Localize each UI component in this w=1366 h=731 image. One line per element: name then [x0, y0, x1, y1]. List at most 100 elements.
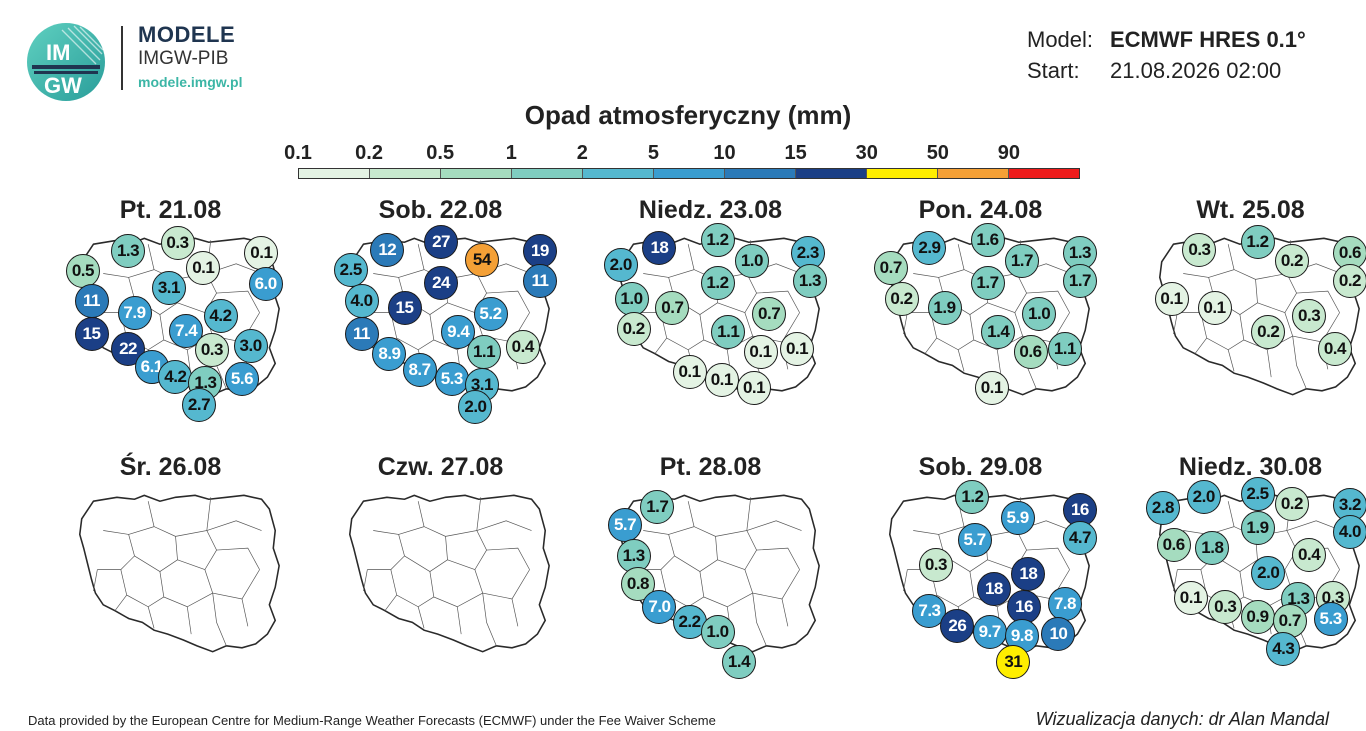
region-border: [1227, 244, 1235, 270]
precip-marker: 1.8: [1195, 531, 1230, 566]
model-row: Model: ECMWF HRES 0.1°: [1027, 27, 1306, 53]
precip-marker: 2.5: [333, 252, 368, 287]
precip-marker: 3.1: [151, 270, 186, 305]
precip-marker: 2.0: [603, 247, 638, 282]
legend-tick-label: 50: [926, 142, 949, 164]
precip-marker: 0.3: [1208, 590, 1243, 625]
legend-color-bar: [298, 168, 1080, 179]
precip-marker: 0.2: [1332, 264, 1366, 299]
region-border: [903, 312, 908, 335]
precip-marker: 22: [111, 331, 146, 366]
legend-tick-label: 30: [855, 142, 878, 164]
precip-marker: 1.0: [1022, 297, 1057, 332]
precip-marker: 0.2: [884, 282, 919, 317]
panel-date-title: Pt. 21.08: [119, 196, 222, 224]
legend-title: Opad atmosferyczny (mm): [524, 100, 852, 130]
precip-marker: 1.0: [700, 615, 735, 650]
legend-color-segment: [796, 169, 867, 178]
precip-marker: 0.1: [672, 354, 707, 389]
precip-marker: 2.5: [1240, 476, 1275, 511]
precip-marker: 3.0: [233, 328, 268, 363]
legend-color-segment: [512, 169, 583, 178]
precip-marker: 0.4: [1317, 331, 1352, 366]
precip-marker: 1.7: [1004, 244, 1039, 279]
brand-divider: [121, 26, 123, 90]
precip-marker: 15: [387, 290, 422, 325]
legend-tick-label: 10: [713, 142, 736, 164]
region-border: [417, 606, 425, 629]
precip-marker: 0.6: [1013, 335, 1048, 370]
region-border: [93, 569, 98, 592]
precip-marker: 0.4: [1292, 537, 1327, 572]
precip-marker: 1.6: [970, 222, 1005, 257]
precip-marker: 1.4: [722, 644, 756, 679]
start-row: Start: 21.08.2026 02:00: [1027, 58, 1281, 84]
precip-marker: 0.7: [873, 250, 908, 285]
region-border: [756, 547, 800, 570]
precip-marker: 2.0: [458, 389, 493, 424]
country-outline: [348, 494, 550, 653]
precip-marker: 0.1: [244, 236, 279, 271]
panel-date-title: Niedz. 23.08: [638, 196, 783, 224]
region-border: [1227, 501, 1235, 527]
forecast-panel: Niedz. 30.08 2.0 2.5 3.2 2.8 0.2 4.0 1.9 0.6 1.8 0…: [1114, 453, 1366, 711]
precip-marker: 1.9: [1240, 511, 1275, 546]
legend-tick-label: 15: [784, 142, 807, 164]
region-border: [486, 547, 530, 570]
precip-marker: 27: [424, 224, 459, 259]
precip-marker: 0.1: [1154, 282, 1189, 317]
precip-marker: 5.7: [608, 507, 643, 542]
precip-marker: 5.3: [1313, 602, 1348, 636]
region-border: [474, 569, 530, 600]
region-border: [216, 290, 260, 313]
precip-marker: 0.4: [505, 330, 540, 365]
precip-marker: 4.0: [344, 283, 379, 318]
region-border: [930, 569, 974, 608]
legend-tick-label: 5: [647, 142, 660, 164]
legend-color-segment: [867, 169, 938, 178]
panel-date-title: Sob. 22.08: [378, 196, 503, 224]
forecast-panel: Czw. 27.08: [304, 453, 577, 711]
legend-tick-label: 0.1: [284, 142, 312, 164]
precip-marker: 1.7: [1062, 264, 1097, 299]
region-border: [363, 569, 368, 592]
precip-marker: 15: [74, 316, 109, 351]
forecast-panel: Niedz. 23.08 18 1.2 2.3 2.0 1.0 1.3 1.2 1.0 0.7 0.…: [574, 196, 847, 454]
legend-tick-label: 0.2: [355, 142, 383, 164]
region-border: [114, 594, 127, 611]
region-border: [476, 497, 482, 531]
precip-marker: 5.3: [434, 361, 469, 396]
brand-url-link[interactable]: modele.imgw.pl: [138, 74, 243, 90]
precip-marker: 18: [1011, 557, 1046, 592]
imgw-logo: IM GW: [26, 22, 106, 102]
precip-marker: 24: [424, 265, 459, 300]
forecast-panel: Pt. 28.08 1.7 5.7 1.3 0.8 7.0 2.2 1.0 1.4: [574, 453, 847, 711]
panel-date-title: Sob. 29.08: [918, 453, 1043, 481]
region-border: [241, 598, 249, 627]
precip-marker: 4.7: [1062, 521, 1097, 556]
region-border: [511, 598, 519, 627]
region-border: [746, 520, 802, 531]
forecast-panel: Sob. 29.08 1.2 16 5.9 4.7 5.7 0.3 18 18 16 7.8 7.3 2…: [844, 453, 1117, 711]
precip-marker: 2.7: [182, 387, 216, 422]
legend-color-segment: [441, 169, 512, 178]
region-border: [660, 569, 704, 608]
precip-marker: 2.8: [1145, 491, 1180, 526]
panel-date-title: Czw. 27.08: [377, 453, 504, 481]
region-border: [147, 606, 155, 629]
region-border: [668, 526, 718, 572]
poland-map: [78, 494, 280, 653]
region-border: [1173, 312, 1178, 335]
panel-date-title: Pon. 24.08: [918, 196, 1043, 224]
precip-marker: 9.7: [972, 615, 1007, 650]
region-border: [924, 337, 937, 354]
logo-text-bottom: GW: [44, 73, 82, 98]
precip-marker: 8.9: [372, 336, 407, 371]
region-border: [212, 593, 227, 646]
precip-marker: 1.7: [970, 265, 1005, 300]
region-border: [687, 244, 695, 270]
precip-marker: 11: [522, 264, 557, 299]
precip-marker: 1.2: [700, 265, 735, 300]
region-border: [781, 598, 789, 627]
legend-tick-label: 2: [576, 142, 588, 164]
